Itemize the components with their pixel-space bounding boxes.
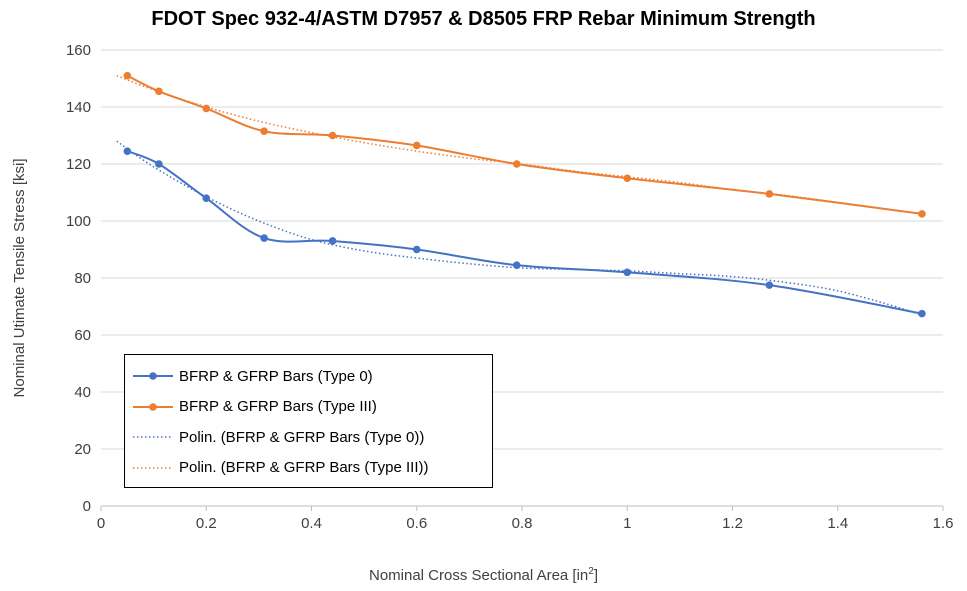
x-tick-label: 0.8	[512, 515, 533, 532]
series-1	[123, 71, 926, 218]
y-tick-label: 20	[74, 441, 91, 458]
y-tick-label: 120	[66, 156, 91, 173]
data-point	[202, 104, 211, 113]
data-point	[412, 141, 421, 150]
data-point	[328, 237, 337, 245]
legend-entry: BFRP & GFRP Bars (Type 0)	[125, 361, 492, 392]
series-line-trend	[116, 74, 923, 215]
x-tick-label: 1.6	[933, 515, 954, 532]
data-point	[260, 127, 268, 136]
x-tick-label: 0.6	[406, 515, 427, 532]
legend-label: Polin. (BFRP & GFRP Bars (Type 0))	[179, 428, 425, 446]
gridlines	[101, 49, 943, 450]
legend-entry: Polin. (BFRP & GFRP Bars (Type 0))	[125, 422, 492, 453]
x-tick-labels: 0 0.2 0.4 0.6 0.8 1 1.2 1.4 1.6	[97, 515, 954, 532]
legend-label: BFRP & GFRP Bars (Type III)	[179, 398, 377, 416]
data-point	[512, 160, 521, 168]
y-tick-label: 160	[66, 42, 91, 59]
y-tick-label: 40	[74, 384, 91, 401]
data-point	[918, 309, 926, 318]
y-tick-label: 0	[83, 498, 91, 515]
data-point	[623, 174, 632, 183]
legend-swatch	[133, 372, 173, 381]
x-axis-title: Nominal Cross Sectional Area [in2]	[369, 566, 598, 584]
legend-swatch	[133, 436, 173, 438]
legend-label: BFRP & GFRP Bars (Type 0)	[179, 367, 373, 385]
series-0	[123, 147, 926, 318]
data-point	[623, 268, 632, 277]
y-axis-title: Nominal Utimate Tensile Stress [ksi]	[11, 159, 28, 398]
legend-swatch	[133, 402, 173, 411]
data-point	[512, 261, 521, 269]
data-point	[155, 87, 163, 96]
series-line	[126, 74, 923, 215]
series-2	[116, 140, 923, 316]
legend-entry: Polin. (BFRP & GFRP Bars (Type III))	[125, 453, 492, 484]
legend-label: Polin. (BFRP & GFRP Bars (Type III))	[179, 459, 429, 477]
x-tick-label: 1	[623, 515, 631, 532]
x-tick-label: 0.2	[196, 515, 217, 532]
series-line-trend	[116, 140, 923, 316]
data-point	[765, 190, 774, 198]
x-tick-label: 0	[97, 515, 105, 532]
data-point	[412, 245, 421, 254]
chart-title: FDOT Spec 932-4/ASTM D7957 & D8505 FRP R…	[151, 8, 816, 30]
data-point	[765, 281, 774, 289]
data-point	[918, 210, 926, 218]
y-tick-label: 140	[66, 99, 91, 116]
data-point	[123, 71, 132, 80]
legend-entry: BFRP & GFRP Bars (Type III)	[125, 392, 492, 423]
series-3	[116, 74, 923, 215]
x-tick-label: 0.4	[301, 515, 322, 532]
y-tick-label: 100	[66, 213, 91, 230]
y-tick-labels: 0 20 40 60 80 100 120 140 160	[66, 42, 91, 515]
series-group	[116, 71, 926, 318]
y-tick-label: 80	[74, 270, 91, 287]
data-point	[260, 234, 268, 242]
x-tick-label: 1.2	[722, 515, 743, 532]
legend-swatch	[133, 467, 173, 469]
x-tick-label: 1.4	[827, 515, 848, 532]
legend: BFRP & GFRP Bars (Type 0) BFRP & GFRP Bar…	[124, 354, 493, 488]
data-point	[123, 147, 132, 155]
data-point	[202, 194, 211, 202]
y-tick-label: 60	[74, 327, 91, 344]
data-point	[155, 160, 163, 168]
data-point	[328, 131, 337, 140]
axes	[100, 505, 944, 511]
series-line	[126, 150, 923, 315]
